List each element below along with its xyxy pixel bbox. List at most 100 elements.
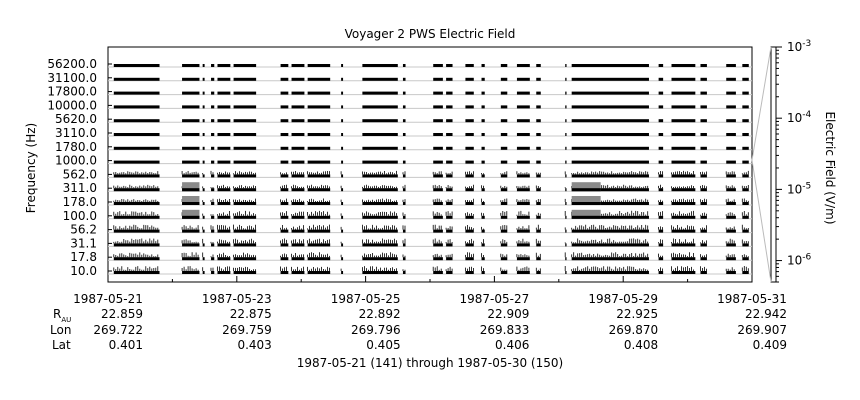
channel-trace (280, 229, 289, 233)
channel-spikes (741, 224, 749, 230)
channel-trace (481, 77, 485, 81)
channel-spikes (671, 210, 694, 216)
channel-trace (571, 64, 649, 67)
channel-spikes (291, 184, 304, 189)
channel-trace (280, 146, 289, 150)
channel-trace (433, 91, 443, 95)
channel-trace (446, 160, 453, 164)
channel-spikes (210, 198, 214, 202)
channel-spikes (500, 211, 508, 216)
channel-spikes (291, 225, 304, 230)
channel-trace (742, 215, 749, 219)
enhanced-emission-core (571, 188, 601, 192)
channel-trace (113, 77, 160, 81)
channel-spikes (465, 225, 474, 230)
channel-spikes (725, 198, 735, 202)
channel-trace (658, 215, 664, 219)
channel-trace (402, 271, 406, 274)
channel-trace (565, 77, 567, 81)
channel-trace (362, 243, 398, 247)
channel-trace (536, 229, 541, 233)
channel-spikes (280, 211, 287, 216)
channel-trace (202, 188, 205, 192)
channel-trace (113, 202, 160, 205)
channel-spikes (700, 225, 707, 230)
channel-trace (202, 160, 205, 164)
channel-trace (307, 77, 331, 81)
channel-spikes (700, 240, 707, 244)
channel-spikes (291, 171, 304, 175)
channel-trace (726, 229, 736, 233)
channel-trace (182, 174, 200, 178)
channel-trace (465, 77, 474, 81)
channel-spikes (307, 266, 330, 271)
channel-trace (433, 133, 443, 136)
channel-trace (307, 229, 331, 233)
channel-spikes (402, 199, 406, 202)
channel-trace (433, 174, 443, 178)
channel-trace (726, 160, 736, 164)
channel-trace (113, 257, 160, 261)
channel-spikes (307, 198, 330, 202)
channel-trace (433, 229, 443, 233)
channel-spikes (181, 171, 199, 175)
channel-spikes (432, 211, 442, 216)
channel-trace (291, 202, 305, 205)
channel-spikes (516, 254, 530, 258)
channel-trace (500, 215, 508, 219)
channel-trace (233, 160, 257, 164)
channel-spikes (500, 239, 508, 244)
channel-trace (446, 119, 453, 123)
channel-trace (113, 243, 160, 247)
channel-trace (433, 160, 443, 164)
channel-trace (700, 64, 707, 67)
channel-trace (565, 105, 567, 109)
channel-trace (671, 257, 696, 261)
channel-trace (280, 257, 289, 261)
channel-spikes (500, 198, 508, 202)
channel-trace (500, 243, 508, 247)
channel-trace (362, 188, 398, 192)
channel-trace (202, 133, 205, 136)
channel-spikes (445, 226, 453, 230)
channel-trace (362, 64, 398, 67)
channel-trace (291, 271, 305, 274)
channel-trace (202, 119, 205, 123)
channel-trace (291, 174, 305, 178)
x-tick-date: 1987-05-27 (460, 292, 530, 306)
channel-spikes (432, 238, 442, 244)
channel-trace (700, 174, 707, 178)
channel-trace (536, 174, 541, 178)
channel-spikes (233, 171, 256, 175)
channel-trace (571, 215, 649, 219)
channel-spikes (307, 210, 330, 216)
channel-spikes (658, 211, 663, 216)
x-tick-date: 1987-05-25 (331, 292, 401, 306)
channel-trace (280, 243, 289, 247)
channel-trace (280, 133, 289, 136)
channel-trace (658, 271, 664, 274)
channel-trace (217, 133, 231, 136)
channel-trace (307, 160, 331, 164)
channel-spikes (671, 198, 694, 202)
channel-spikes (465, 212, 474, 216)
channel-trace (362, 77, 398, 81)
channel-trace (202, 229, 205, 233)
channel-trace (446, 202, 453, 205)
y-tick-label: 17.8 (70, 250, 97, 264)
colorbar-label: Electric Field (V/m) (823, 111, 837, 224)
channel-trace (211, 146, 215, 150)
channel-trace (536, 215, 541, 219)
channel-spikes (307, 224, 330, 230)
ephemeris-lat-value: 0.405 (366, 338, 400, 352)
ephemeris-rau-value: 22.942 (745, 307, 787, 321)
channel-trace (362, 146, 398, 150)
channel-spikes (725, 238, 735, 244)
channel-trace (211, 215, 215, 219)
channel-trace (341, 77, 344, 81)
channel-trace (481, 91, 485, 95)
channel-trace (742, 160, 749, 164)
channel-trace (217, 215, 231, 219)
channel-trace (233, 188, 257, 192)
channel-trace (233, 64, 257, 67)
